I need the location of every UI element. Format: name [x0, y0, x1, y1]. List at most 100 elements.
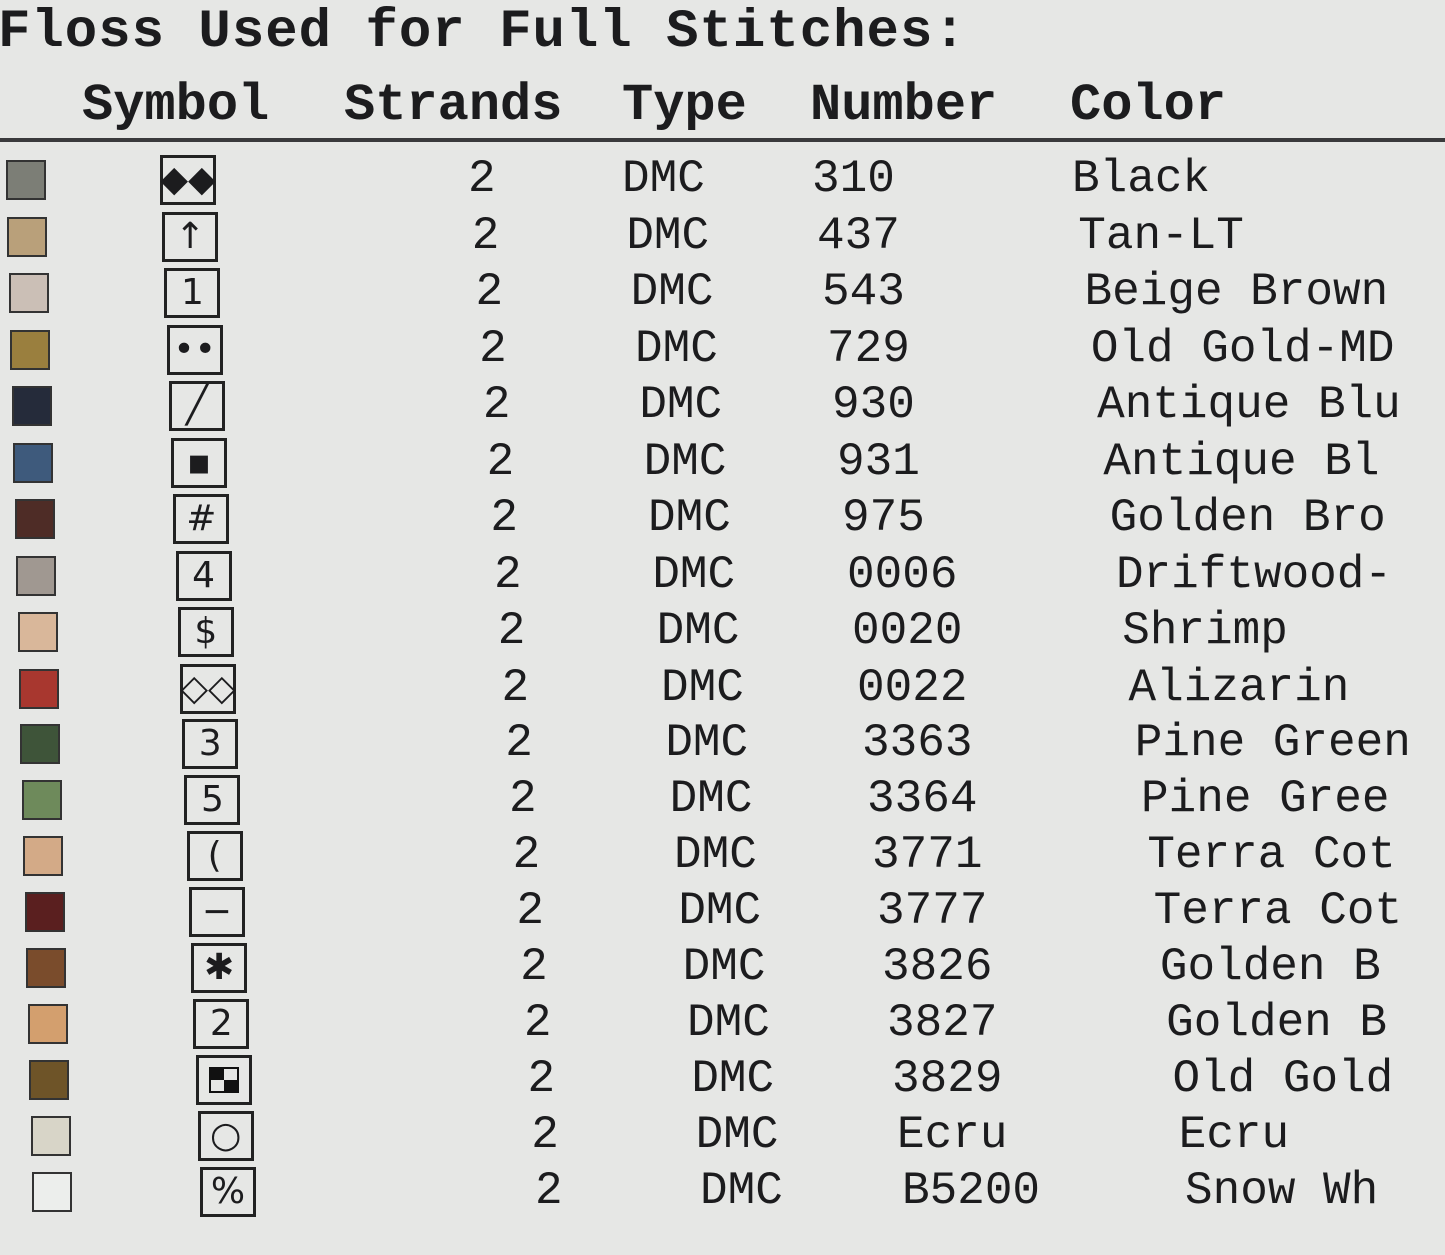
color-swatch	[17, 612, 58, 652]
cell-strands: 2	[486, 435, 515, 488]
cell-strands: 2	[468, 153, 496, 205]
digit-two-icon: 2	[193, 998, 250, 1049]
cell-strands: 2	[512, 829, 541, 882]
section-title: Floss Used for Full Stitches:	[0, 2, 967, 63]
cell-number: 3827	[887, 996, 998, 1049]
cell-color: Driftwood-	[1115, 548, 1392, 601]
cell-color: Terra Cot	[1153, 885, 1403, 938]
cell-color: Alizarin	[1128, 661, 1350, 714]
cell-type: DMC	[682, 941, 766, 993]
cell-color: Antique Bl	[1103, 435, 1380, 488]
column-header-strands: Strands	[344, 76, 563, 135]
color-swatch	[13, 442, 54, 483]
cell-strands: 2	[508, 773, 537, 826]
cell-strands: 2	[497, 605, 526, 657]
cell-type: DMC	[648, 492, 731, 544]
cell-number: 3826	[882, 941, 993, 993]
color-swatch	[27, 1003, 68, 1044]
cell-number: 543	[822, 266, 905, 318]
circle-icon: ○	[197, 1110, 254, 1161]
cell-strands: 2	[471, 209, 500, 262]
cell-number: 3363	[862, 717, 973, 770]
hash-icon: #	[173, 494, 230, 544]
cell-strands: 2	[479, 322, 507, 375]
cell-number: 3364	[867, 773, 978, 826]
cell-type: DMC	[669, 773, 753, 826]
color-swatch	[14, 499, 55, 539]
digit-four-icon: 4	[175, 550, 232, 601]
cell-type: DMC	[622, 153, 705, 205]
column-header-color: Color	[1070, 76, 1227, 135]
two-dots-icon: ••	[166, 324, 223, 375]
header-divider	[0, 138, 1445, 142]
cell-type: DMC	[678, 885, 762, 938]
color-swatch	[26, 948, 67, 988]
cell-type: DMC	[656, 605, 740, 657]
cell-type: DMC	[652, 548, 736, 601]
color-swatch	[24, 892, 65, 933]
up-arrow-icon: ↑	[162, 211, 219, 262]
cell-number: 310	[812, 153, 895, 205]
cell-number: 0022	[857, 661, 968, 714]
asterisk-icon: ✱	[191, 943, 248, 993]
checker-icon	[195, 1054, 252, 1105]
cell-type: DMC	[661, 661, 744, 714]
cell-type: DMC	[643, 435, 727, 488]
cell-type: DMC	[700, 1164, 783, 1217]
cell-color: Snow Wh	[1185, 1164, 1379, 1217]
checker-icon	[208, 1066, 239, 1093]
color-swatch	[11, 386, 52, 426]
small-square-icon: ▪	[171, 437, 228, 488]
cell-number: 975	[842, 492, 925, 544]
color-swatch	[29, 1059, 70, 1100]
cell-number: Ecru	[897, 1108, 1008, 1161]
color-swatch	[20, 724, 61, 765]
column-header-type: Type	[622, 76, 747, 135]
cell-color: Black	[1072, 153, 1211, 205]
cell-type: DMC	[626, 209, 710, 262]
color-swatch	[7, 216, 48, 257]
cell-number: 729	[827, 322, 910, 375]
cell-strands: 2	[531, 1108, 559, 1161]
cell-color: Beige Brown	[1084, 266, 1389, 318]
color-swatch	[32, 1171, 72, 1212]
cell-strands: 2	[527, 1052, 556, 1105]
dollar-icon: $	[177, 607, 234, 657]
cell-strands: 2	[501, 661, 530, 714]
column-header-number: Number	[810, 76, 998, 135]
cell-number: 3829	[892, 1052, 1003, 1105]
cell-number: 930	[832, 379, 915, 431]
slash-icon: ╱	[168, 381, 225, 431]
cell-color: Golden B	[1166, 996, 1387, 1049]
cell-color: Golden B	[1159, 941, 1381, 993]
digit-three-icon: 3	[182, 719, 239, 770]
cell-color: Terra Cot	[1147, 829, 1396, 882]
cell-strands: 2	[520, 941, 548, 993]
cell-strands: 2	[475, 266, 504, 318]
cell-number: 3777	[877, 885, 988, 938]
cell-color: Shrimp	[1122, 605, 1288, 657]
parenthesis-icon: (	[186, 831, 243, 882]
cell-strands: 2	[505, 717, 533, 770]
cell-strands: 2	[516, 885, 544, 938]
cell-type: DMC	[639, 379, 723, 431]
cell-number: B5200	[902, 1164, 1041, 1217]
cell-strands: 2	[494, 548, 522, 601]
color-swatch	[16, 555, 57, 596]
cell-strands: 2	[523, 996, 552, 1049]
cell-number: 437	[817, 209, 900, 262]
cell-type: DMC	[674, 829, 757, 882]
column-header-symbol: Symbol	[82, 76, 270, 135]
digit-five-icon: 5	[184, 775, 241, 826]
cell-color: Old Gold	[1172, 1052, 1394, 1105]
cell-type: DMC	[630, 266, 714, 318]
double-open-diamond-icon: ◇◇	[180, 663, 236, 714]
cell-number: 0020	[852, 605, 963, 657]
cell-color: Tan-LT	[1078, 209, 1244, 262]
cell-color: Golden Bro	[1109, 492, 1386, 544]
cell-color: Antique Blu	[1097, 379, 1401, 431]
digit-one-icon: 1	[164, 268, 221, 318]
cell-type: DMC	[665, 717, 749, 770]
color-swatch	[23, 836, 64, 877]
cell-strands: 2	[490, 492, 518, 544]
